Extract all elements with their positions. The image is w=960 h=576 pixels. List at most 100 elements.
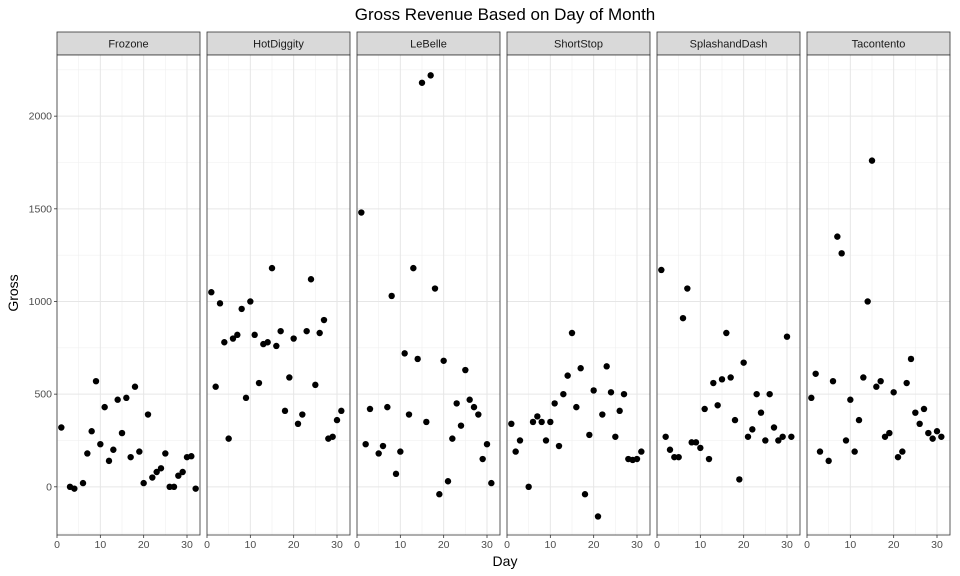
panel-background [507,55,650,535]
x-tick-label: 20 [288,539,300,551]
data-point [157,465,165,472]
facet-panel-tacontento: Tacontento 0 10 20 30 [804,31,951,551]
data-point [362,440,369,448]
data-point [829,377,837,385]
data-point [114,396,121,403]
facet-strip-label: SplashandDash [690,39,768,51]
data-point [736,476,743,483]
data-point [179,468,186,476]
y-axis: 0 500 1000 1500 2000 [29,111,57,493]
data-point [586,431,593,439]
x-tick-label: 0 [54,539,60,551]
data-point [208,289,215,296]
data-point [462,366,469,374]
x-axis-title: Day [493,553,518,569]
data-point [316,329,323,337]
data-point [97,440,104,448]
data-point [212,383,219,390]
data-point [366,405,374,413]
facet-panel-lebelle: LeBelle 0 10 20 30 [354,31,501,551]
x-tick-label: 30 [181,539,193,551]
data-point [842,437,850,444]
data-point [938,433,945,440]
data-point [920,405,928,413]
data-point [255,379,263,387]
x-tick-label: 20 [738,539,750,551]
data-point [551,400,558,407]
data-point [479,455,486,463]
panel-border [806,54,951,536]
x-tick-label: 0 [654,539,660,551]
data-point [770,424,778,431]
data-point [457,422,465,429]
data-point [405,411,413,418]
data-point [864,298,871,305]
data-point [170,483,178,491]
data-point [881,433,889,440]
data-point [714,402,721,409]
facet-strip-label: Frozone [108,39,148,51]
data-point [762,437,769,444]
data-point [440,357,447,364]
data-point [662,433,669,440]
data-point [431,285,439,292]
facet-strip-label: HotDiggity [253,39,304,51]
data-point [251,331,258,339]
data-point [312,381,319,389]
panel-border [506,54,651,536]
data-point [744,433,752,440]
data-point [679,314,687,322]
data-point [886,429,893,437]
data-point [388,292,395,300]
data-point [58,424,65,431]
data-point [242,394,250,402]
data-point [264,339,271,346]
panel-border [356,54,501,536]
y-tick-label: 1500 [29,203,53,215]
data-point [723,329,730,337]
data-point [933,428,941,435]
data-point [916,420,923,428]
data-point [783,333,791,340]
x-tick-label: 20 [888,539,900,551]
data-point [638,448,645,455]
data-point [268,264,276,272]
facet-panel-frozone: Frozone 0 10 20 30 [54,31,201,551]
y-tick-label: 0 [46,481,52,493]
data-point [666,446,674,453]
facet-panel-splashanddash: SplashandDash 0 10 20 30 [654,31,801,551]
data-point [718,376,726,383]
data-point [847,396,854,403]
data-point [568,329,576,337]
data-point [855,416,863,424]
x-tick-label: 10 [544,539,556,551]
data-point [225,435,232,442]
data-point [436,491,443,498]
data-point [812,370,819,377]
x-tick-label: 10 [694,539,706,551]
data-point [705,455,713,463]
data-point [710,379,717,387]
x-tick-label: 0 [804,539,810,551]
data-point [192,485,199,492]
data-point [188,453,195,460]
data-point [401,350,408,357]
data-point [88,428,95,435]
data-point [144,411,152,418]
data-point [534,413,541,420]
data-point [338,407,345,415]
facet-strip-label: LeBelle [410,39,447,51]
facet-strip-label: Tacontento [852,39,906,51]
data-point [101,403,108,411]
x-tick-label: 20 [588,539,600,551]
x-tick-label: 0 [504,539,510,551]
x-tick-label: 30 [631,539,643,551]
data-point [131,383,139,390]
x-tick-label: 20 [438,539,450,551]
x-tick-label: 20 [138,539,150,551]
y-tick-label: 2000 [29,111,53,123]
data-point [779,433,786,440]
chart-title: Gross Revenue Based on Day of Month [355,5,656,24]
data-point [890,389,897,396]
x-tick-label: 10 [94,539,106,551]
